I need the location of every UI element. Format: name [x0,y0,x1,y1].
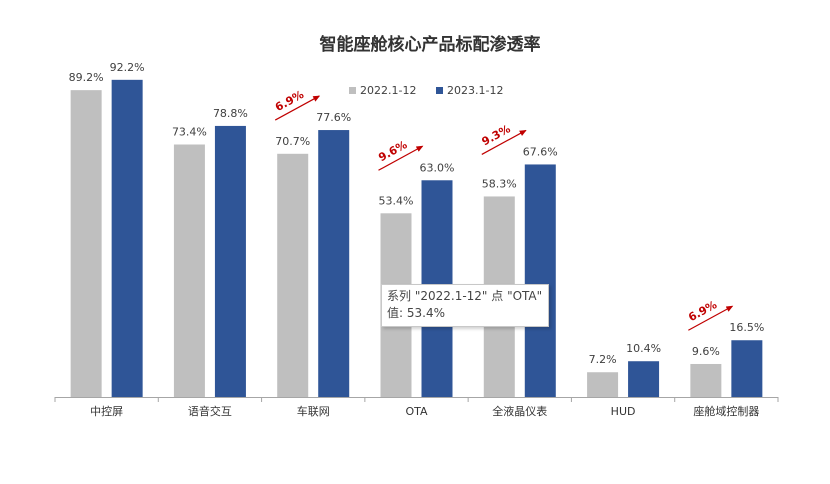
bar-1-7[interactable] [690,363,722,397]
x-tick-label: 中控屏 [90,404,123,418]
tooltip-value-line: 值: 53.4% [387,306,445,320]
legend-label-2: 2023.1-12 [447,84,503,97]
data-label: 77.6% [316,111,351,124]
data-label: 78.8% [213,107,248,120]
growth-arrow-1 [274,95,321,121]
x-tick-label: 车联网 [297,404,330,418]
bar-2-2[interactable] [214,125,246,397]
legend-swatch-2 [436,87,443,94]
chart-title: 智能座舱核心产品标配渗透率 [320,34,541,55]
data-label: 70.7% [275,135,310,148]
legend-swatch-1 [349,87,356,94]
bar-2-7[interactable] [731,340,763,397]
growth-label-2: 9.6% [376,138,409,164]
x-tick-label: 语音交互 [188,404,232,418]
bar-1-1[interactable] [70,90,102,397]
growth-arrow-2 [378,145,424,171]
x-axis: 中控屏 语音交互 车联网 OTA 全液晶仪表 HUD 座舱域控制器 [54,397,779,418]
legend: 2022.1-12 2023.1-12 [349,84,503,97]
data-label: 73.4% [172,126,207,139]
bar-1-2[interactable] [173,144,205,397]
growth-arrow-3 [481,129,527,155]
legend-label-1: 2022.1-12 [360,84,416,97]
x-tick-label: 座舱域控制器 [693,404,759,418]
bar-2-6[interactable] [628,361,660,397]
x-tick-label: OTA [405,405,428,418]
data-label: 10.4% [626,342,661,355]
data-label: 7.2% [589,353,617,366]
bar-2-5[interactable] [524,164,556,397]
bar-1-3[interactable] [277,153,309,397]
data-label: 53.4% [379,194,414,207]
data-label: 63.0% [420,161,455,174]
data-label: 9.6% [692,345,720,358]
data-label: 58.3% [482,177,517,190]
growth-label-3: 9.3% [480,122,513,148]
bars-layer: 89.2% 73.4% 70.7% 53.4% 58.3% 7.2% 9.6% 92.2% 78… [69,61,764,397]
bar-2-1[interactable] [111,79,143,397]
growth-label-1: 6.9% [273,88,306,114]
growth-arrow-4 [688,305,734,331]
x-tick-label: 全液晶仪表 [492,404,547,418]
data-label: 16.5% [729,321,764,334]
data-label: 89.2% [69,71,104,84]
growth-label-4: 6.9% [686,298,719,324]
bar-1-6[interactable] [587,372,619,397]
bar-2-3[interactable] [318,130,350,397]
data-point-tooltip: 系列 "2022.1-12" 点 "OTA" 值: 53.4% [381,284,550,327]
x-tick-label: HUD [611,405,636,418]
data-label: 67.6% [523,145,558,158]
tooltip-series-line: 系列 "2022.1-12" 点 "OTA" [387,289,543,303]
data-label: 92.2% [110,61,145,74]
